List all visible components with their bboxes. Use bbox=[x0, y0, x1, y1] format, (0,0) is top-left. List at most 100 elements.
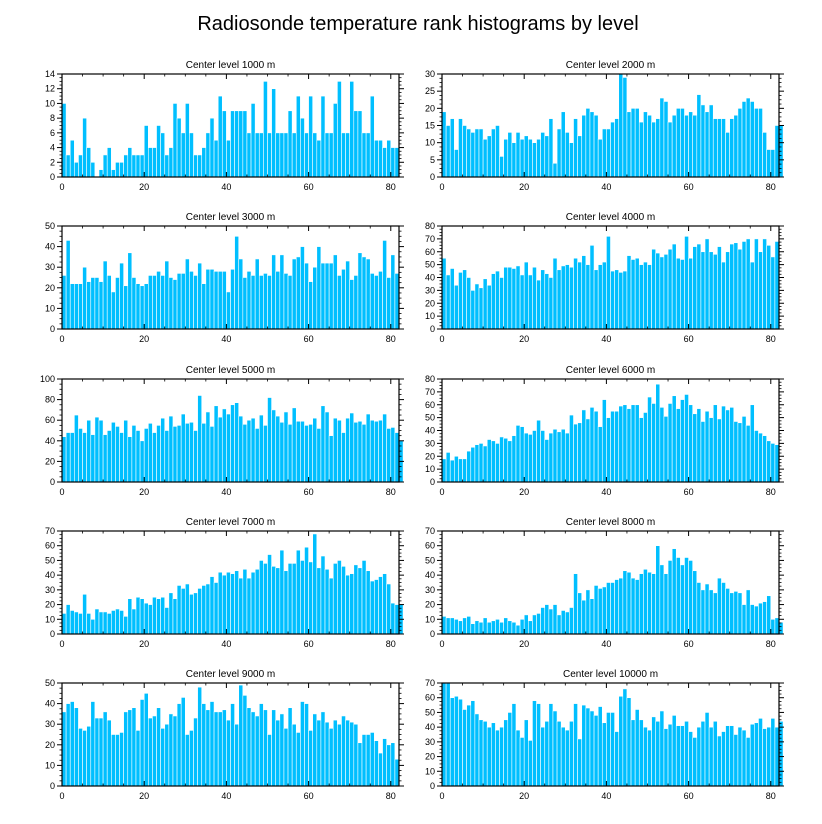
histogram-bar bbox=[745, 589, 751, 635]
y-tick-label: 0 bbox=[50, 477, 55, 487]
histogram-bar bbox=[462, 709, 467, 787]
x-tick-label: 80 bbox=[386, 182, 396, 192]
histogram-bar bbox=[618, 73, 624, 178]
histogram-bar bbox=[332, 254, 338, 330]
histogram-bar bbox=[733, 114, 739, 178]
histogram-bar bbox=[647, 729, 652, 787]
histogram-bar bbox=[90, 161, 96, 178]
histogram-bar bbox=[209, 117, 215, 178]
histogram-bar bbox=[345, 260, 350, 330]
histogram-bar bbox=[164, 723, 170, 787]
histogram-bar bbox=[737, 726, 743, 787]
panel-title: Center level 5000 m bbox=[186, 365, 276, 376]
histogram-bar bbox=[111, 291, 116, 330]
histogram-bar bbox=[394, 758, 400, 787]
histogram-bar bbox=[131, 277, 137, 330]
histogram-bar bbox=[671, 243, 677, 330]
histogram-bar bbox=[482, 278, 488, 330]
x-tick-label: 40 bbox=[221, 182, 231, 192]
histogram-bar bbox=[593, 585, 599, 635]
histogram-bar bbox=[712, 720, 718, 787]
histogram-bar bbox=[283, 411, 289, 483]
histogram-bar bbox=[295, 732, 301, 787]
histogram-bar bbox=[164, 260, 170, 330]
histogram-bar bbox=[721, 582, 726, 635]
histogram-bar bbox=[316, 428, 322, 483]
y-tick-label: 20 bbox=[425, 600, 435, 610]
histogram-bar bbox=[671, 548, 677, 635]
y-tick-label: 40 bbox=[425, 273, 435, 283]
y-tick-label: 30 bbox=[425, 438, 435, 448]
histogram-bar bbox=[148, 604, 153, 635]
histogram-bar bbox=[361, 424, 367, 483]
histogram-bar bbox=[667, 560, 673, 635]
histogram-bar bbox=[622, 688, 628, 787]
histogram-bar bbox=[378, 271, 383, 330]
histogram-bar bbox=[749, 723, 755, 787]
histogram-bar bbox=[729, 118, 735, 178]
histogram-bar bbox=[754, 722, 759, 787]
y-tick-label: 50 bbox=[425, 707, 435, 717]
histogram-bar bbox=[135, 154, 141, 178]
panel-title: Center level 6000 m bbox=[566, 365, 656, 376]
histogram-bar bbox=[193, 275, 198, 330]
histogram-bar bbox=[499, 156, 504, 178]
histogram-bar bbox=[491, 128, 496, 178]
histogram-bar bbox=[201, 147, 207, 178]
histogram-bar bbox=[382, 413, 387, 483]
histogram-bar bbox=[82, 117, 87, 178]
y-tick-label: 20 bbox=[45, 456, 55, 466]
histogram-bar bbox=[172, 103, 178, 178]
histogram-bar bbox=[205, 268, 211, 330]
histogram-bar bbox=[353, 275, 359, 330]
histogram-bar bbox=[119, 732, 124, 787]
histogram-bar bbox=[263, 81, 268, 178]
histogram-bar bbox=[589, 111, 595, 178]
histogram-bar bbox=[341, 715, 346, 787]
histogram-bar bbox=[242, 568, 248, 635]
histogram-bar bbox=[328, 132, 334, 178]
histogram-bar bbox=[61, 436, 67, 483]
histogram-bar bbox=[234, 570, 240, 635]
histogram-bar bbox=[250, 103, 256, 178]
histogram-bar bbox=[374, 275, 379, 330]
histogram-bar bbox=[242, 695, 248, 787]
histogram-bar bbox=[332, 719, 338, 787]
histogram-bar bbox=[353, 723, 359, 787]
histogram-bar bbox=[90, 434, 96, 483]
histogram-bar bbox=[536, 613, 541, 635]
histogram-bar bbox=[441, 616, 447, 635]
histogram-bar bbox=[106, 275, 112, 330]
histogram-bar bbox=[721, 731, 726, 787]
histogram-bar bbox=[630, 404, 636, 483]
histogram-bar bbox=[466, 450, 472, 483]
histogram-bar bbox=[197, 262, 203, 330]
histogram-bar bbox=[441, 682, 447, 787]
histogram-bar bbox=[217, 416, 223, 483]
histogram-bar bbox=[82, 730, 87, 787]
histogram-bar bbox=[770, 256, 776, 330]
histogram-bar bbox=[267, 132, 272, 178]
y-tick-label: 0 bbox=[50, 172, 55, 182]
y-tick-label: 70 bbox=[425, 678, 435, 688]
histogram-bar bbox=[647, 114, 652, 178]
histogram-bar bbox=[680, 108, 685, 178]
histogram-bar bbox=[345, 132, 350, 178]
histogram-bar bbox=[544, 720, 550, 787]
histogram-bar bbox=[230, 268, 235, 330]
y-tick-label: 60 bbox=[425, 693, 435, 703]
histogram-bar bbox=[454, 284, 459, 330]
histogram-bar bbox=[160, 275, 166, 330]
histogram-bar bbox=[201, 703, 207, 787]
histogram-bar bbox=[156, 271, 161, 330]
histogram-bar bbox=[258, 703, 264, 787]
histogram-bar bbox=[209, 701, 215, 787]
y-tick-label: 70 bbox=[425, 387, 435, 397]
histogram-bar bbox=[337, 81, 342, 178]
histogram-bar bbox=[341, 268, 346, 330]
histogram-bar bbox=[74, 161, 79, 178]
histogram-bar bbox=[172, 426, 178, 483]
y-tick-label: 50 bbox=[45, 678, 55, 688]
histogram-bar bbox=[597, 264, 603, 330]
histogram-bar bbox=[291, 563, 297, 635]
